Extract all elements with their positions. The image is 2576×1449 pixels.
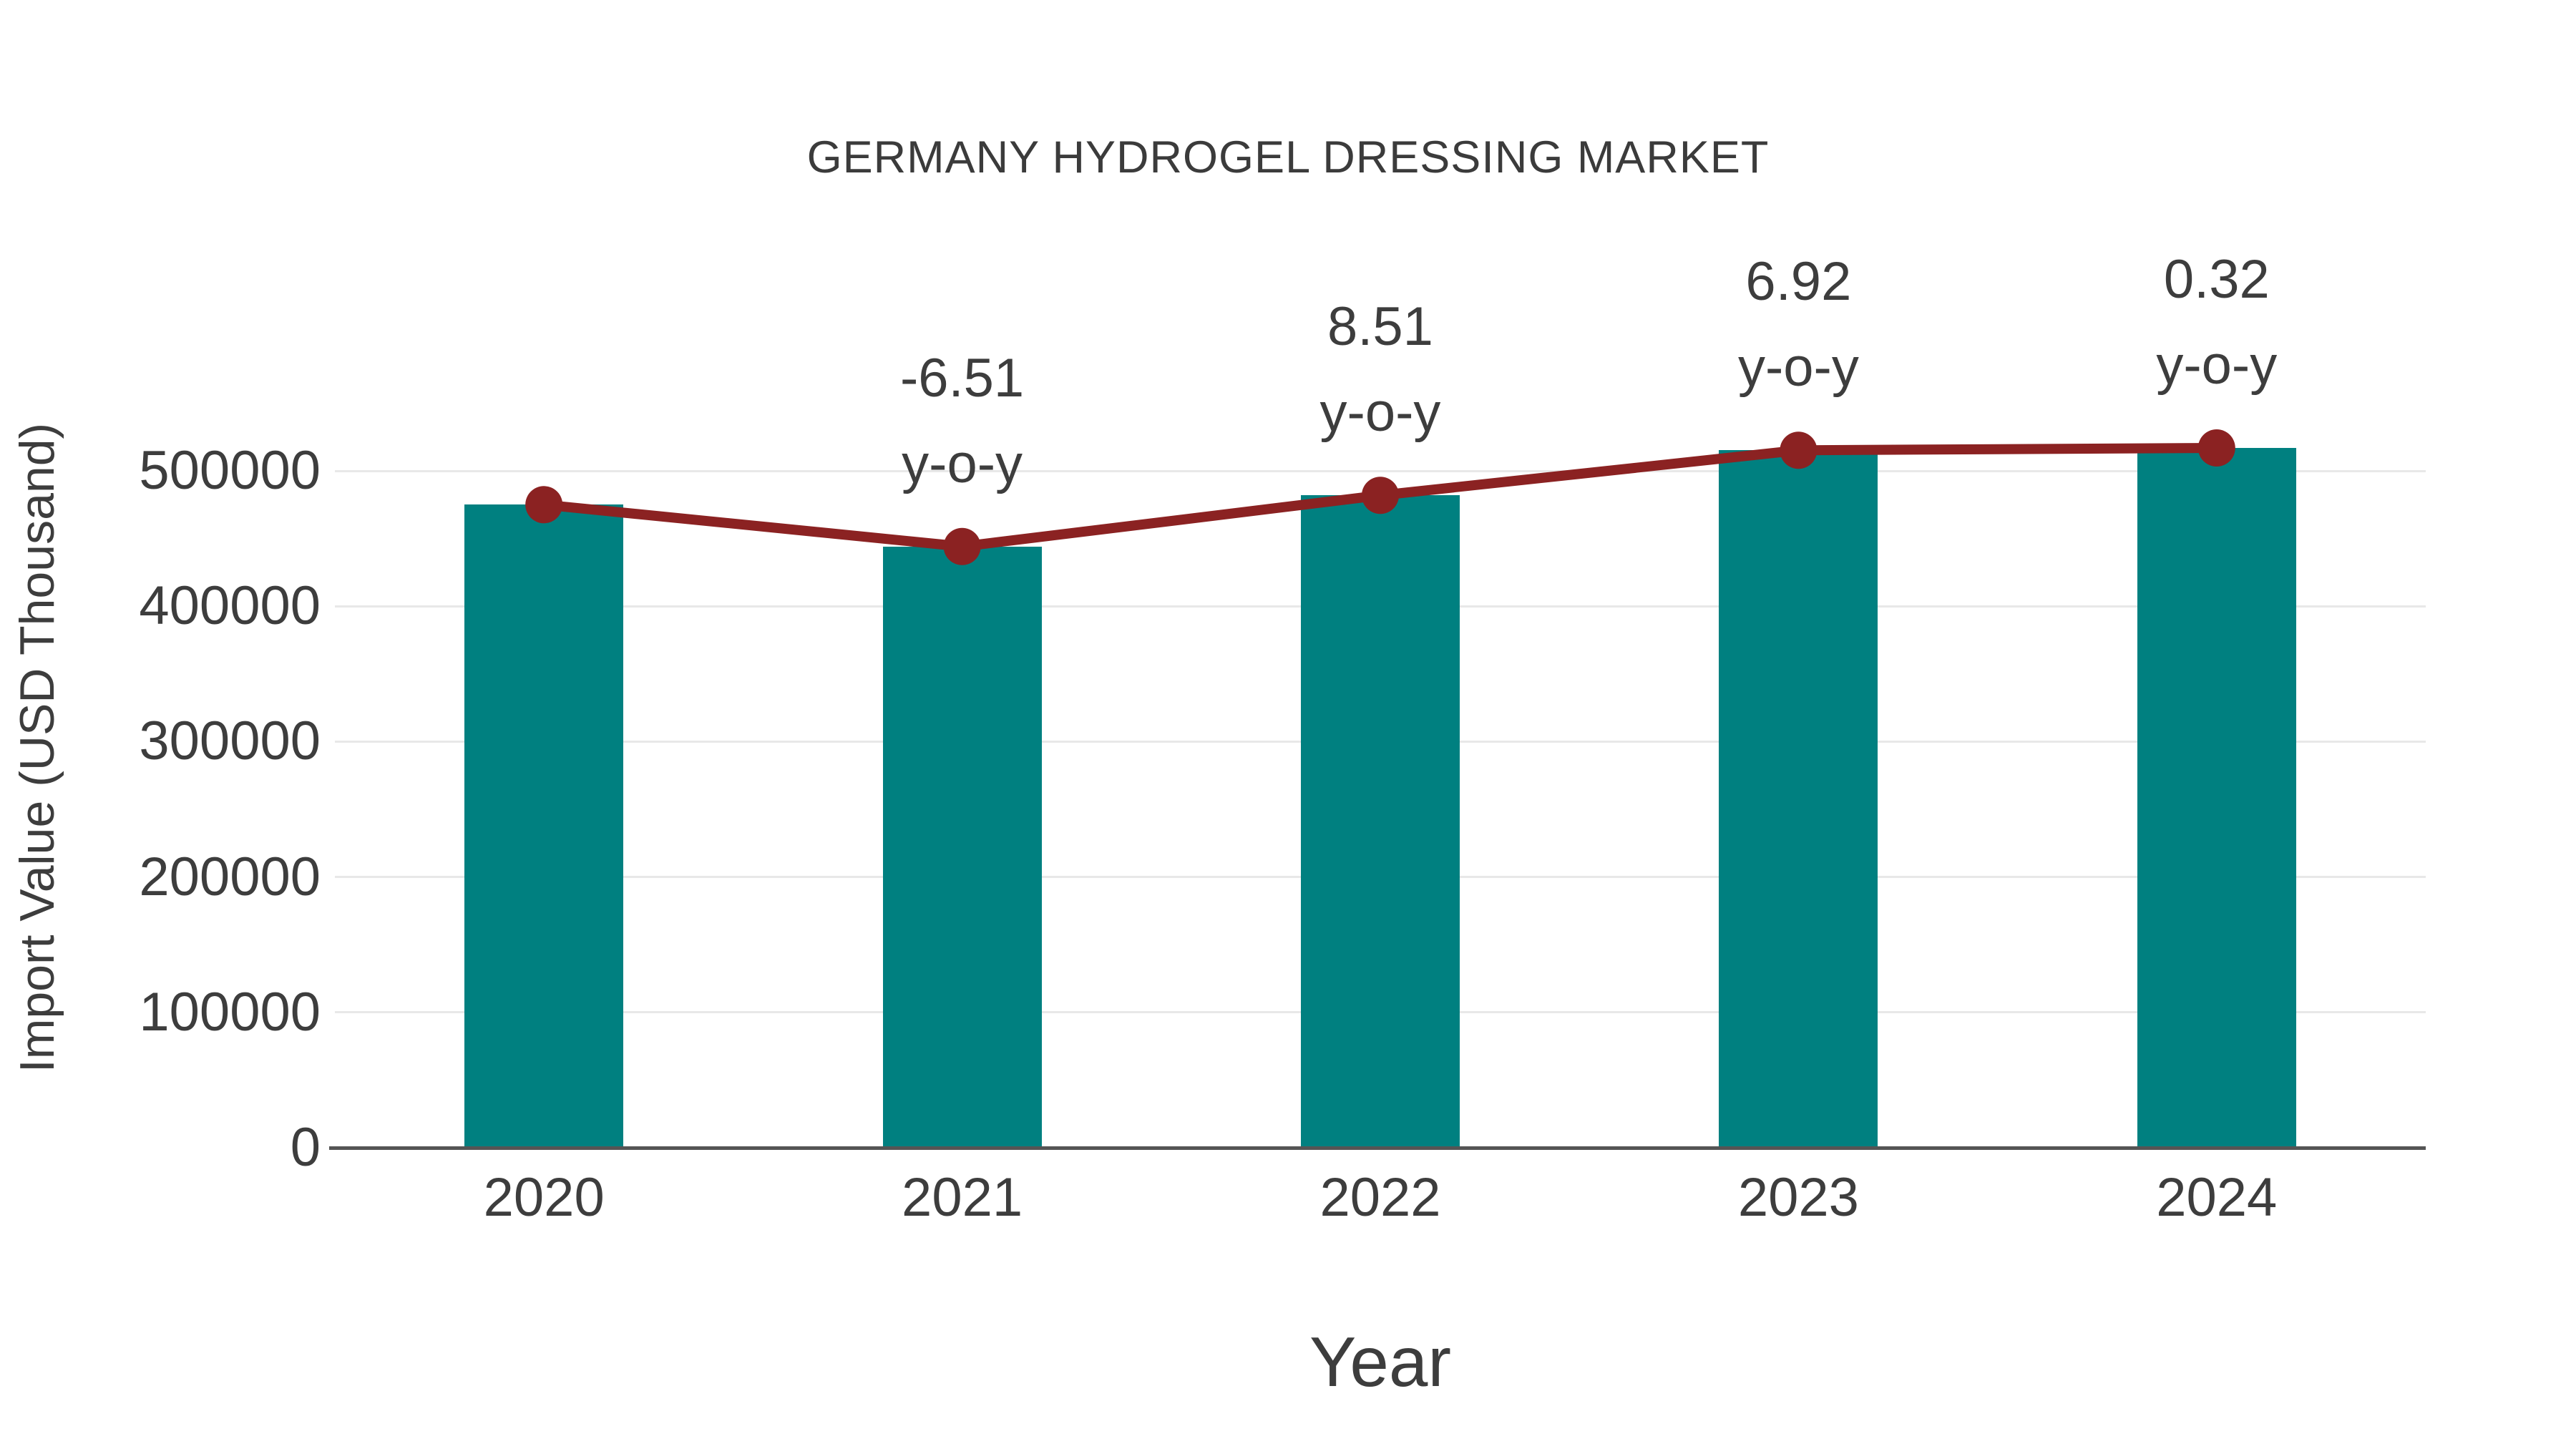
y-tick-label-100000: 100000 xyxy=(139,981,321,1043)
y-tick-label-400000: 400000 xyxy=(139,575,321,637)
y-tick-label-200000: 200000 xyxy=(139,846,321,907)
annotation-value-2024: 0.32 xyxy=(2163,249,2270,311)
annotation-2023: 6.92 y-o-y xyxy=(1584,239,2013,411)
annotation-value-2022: 8.51 xyxy=(1327,296,1433,358)
trend-marker-2024 xyxy=(2197,429,2235,467)
bar-2020 xyxy=(464,504,624,1148)
trend-marker-2023 xyxy=(1780,431,1818,469)
annotation-2024: 0.32 y-o-y xyxy=(2002,237,2431,409)
annotation-2021: -6.51 y-o-y xyxy=(748,336,1177,507)
annotation-2022: 8.51 y-o-y xyxy=(1166,284,1595,456)
bar-2022 xyxy=(1301,495,1460,1148)
bar-2024 xyxy=(2137,448,2296,1148)
y-tick-label-500000: 500000 xyxy=(139,440,321,501)
x-tick-label-2021: 2021 xyxy=(902,1167,1023,1228)
annotation-value-2021: -6.51 xyxy=(899,347,1025,409)
annotation-suffix-2021: y-o-y xyxy=(902,433,1023,494)
x-axis-line xyxy=(329,1146,2426,1150)
trend-marker-2020 xyxy=(525,486,563,524)
y-tick-label-0: 0 xyxy=(290,1117,321,1178)
annotation-suffix-2023: y-o-y xyxy=(1737,337,1859,399)
y-tick-label-300000: 300000 xyxy=(139,711,321,772)
annotation-value-2023: 6.92 xyxy=(1745,251,1852,313)
x-tick-label-2020: 2020 xyxy=(483,1167,605,1228)
bar-2023 xyxy=(1719,450,1878,1148)
x-tick-label-2022: 2022 xyxy=(1319,1167,1441,1228)
gridline-500000 xyxy=(335,469,2426,472)
chart-title: GERMANY HYDROGEL DRESSING MARKET xyxy=(806,132,1770,182)
annotation-suffix-2024: y-o-y xyxy=(2156,335,2278,396)
trend-marker-2021 xyxy=(943,527,981,565)
trend-marker-2022 xyxy=(1362,477,1399,514)
annotation-suffix-2022: y-o-y xyxy=(1319,382,1441,444)
x-tick-label-2024: 2024 xyxy=(2156,1167,2278,1228)
x-tick-label-2023: 2023 xyxy=(1737,1167,1859,1228)
x-axis-title: Year xyxy=(1309,1322,1451,1401)
bar-2021 xyxy=(882,546,1042,1148)
